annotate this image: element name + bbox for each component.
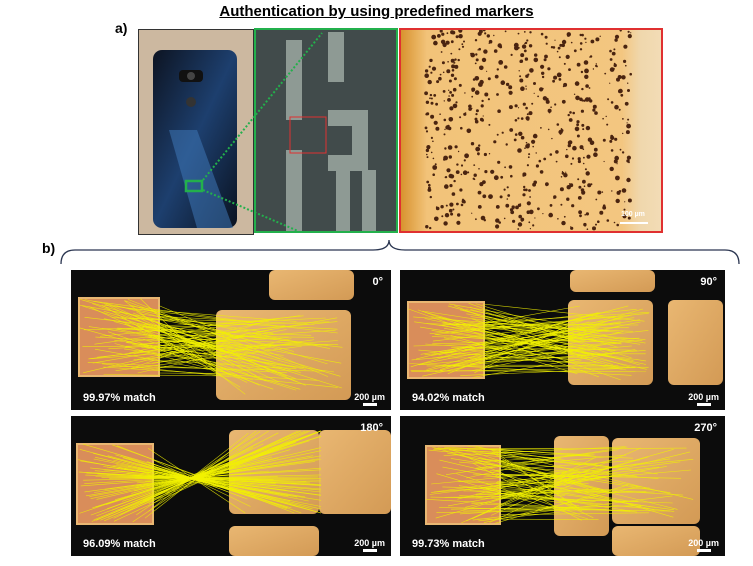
match-percentage: 99.73% match <box>412 538 485 550</box>
match-panel-0: 0° 99.97% match 200 µm <box>71 270 391 410</box>
scale-bar-label: 200 µm <box>688 538 719 548</box>
scale-bar-label: 100 µm <box>621 211 645 218</box>
rotation-label: 0° <box>372 276 383 288</box>
phone-photo <box>138 29 254 235</box>
match-percentage: 99.97% match <box>83 392 156 404</box>
scale-bar-label: 200 µm <box>354 538 385 548</box>
figure-title: Authentication by using predefined marke… <box>219 3 534 20</box>
scale-bar: 200 µm <box>688 392 719 406</box>
scale-bar: 200 µm <box>354 538 385 552</box>
scale-bar-line <box>362 403 377 406</box>
panel-a-label: a) <box>115 20 128 36</box>
rotation-label: 270° <box>694 422 717 434</box>
panel-b-bracket <box>60 239 740 265</box>
marker-zoom-image <box>254 28 398 233</box>
match-panel-3: 270° 99.73% match 200 µm <box>400 416 725 556</box>
rotation-label: 180° <box>360 422 383 434</box>
scale-bar-label: 200 µm <box>354 392 385 402</box>
match-percentage: 96.09% match <box>83 538 156 550</box>
match-percentage: 94.02% match <box>412 392 485 404</box>
scale-bar-label: 200 µm <box>688 392 719 402</box>
panel-b-label: b) <box>42 240 56 256</box>
scale-bar-line <box>696 403 711 406</box>
microscope-image: 100 µm <box>399 28 663 233</box>
scale-bar: 200 µm <box>354 392 385 406</box>
match-panel-1: 90° 94.02% match 200 µm <box>400 270 725 410</box>
scale-bar-line <box>362 549 377 552</box>
rotation-label: 90° <box>700 276 717 288</box>
scale-bar-line <box>696 549 711 552</box>
scale-bar: 200 µm <box>688 538 719 552</box>
match-panel-2: 180° 96.09% match 200 µm <box>71 416 391 556</box>
